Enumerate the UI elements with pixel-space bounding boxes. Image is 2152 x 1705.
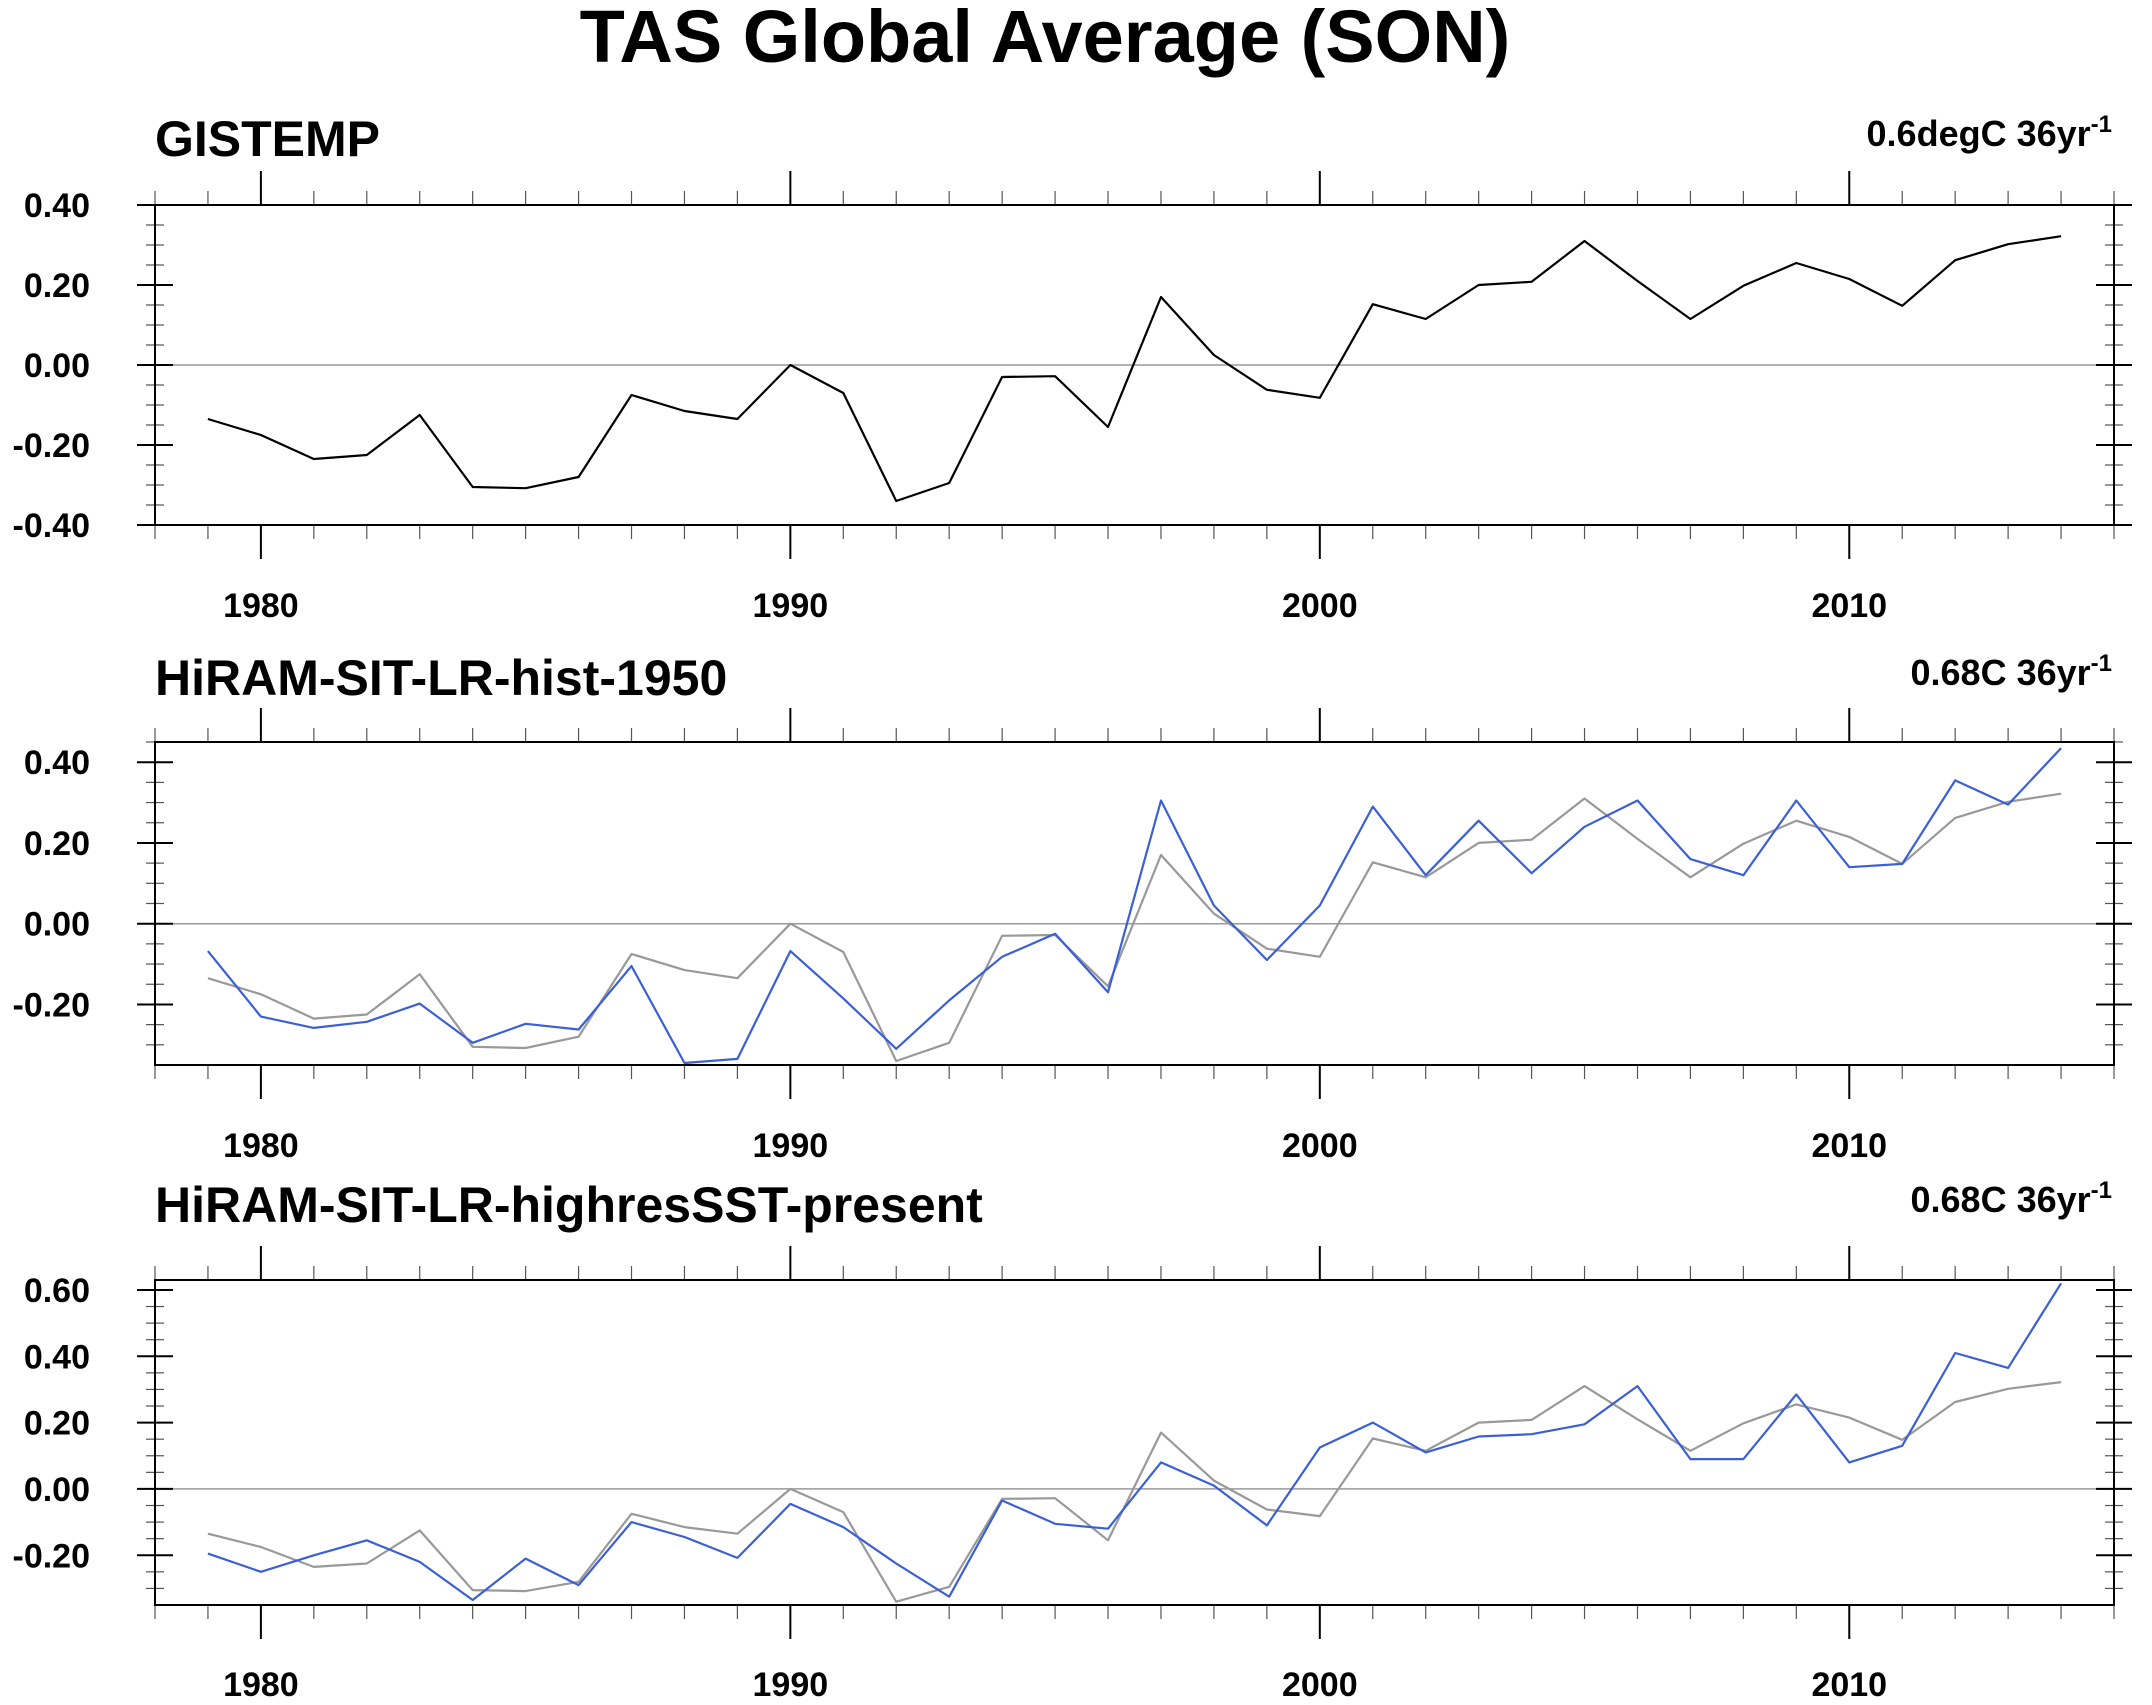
x-tick-label: 2000 (1282, 1127, 1358, 1165)
plot-frame (154, 204, 2115, 526)
series-line (207, 235, 2062, 503)
series-line (207, 792, 2062, 1063)
panel-title: HiRAM-SIT-LR-highresSST-present (155, 1177, 983, 1233)
x-tick-label: 2000 (1282, 587, 1358, 625)
panel-title: HiRAM-SIT-LR-hist-1950 (155, 650, 727, 706)
x-tick-label: 2010 (1811, 587, 1887, 625)
x-tick-label: 2010 (1811, 1666, 1887, 1704)
x-tick-label: 1990 (753, 1127, 829, 1165)
trend-superscript: -1 (2091, 111, 2112, 138)
trend-annotation: 0.68C 36yr-1 (1911, 1177, 2112, 1220)
y-tick-label: -0.20 (13, 427, 91, 465)
panel-gistemp: GISTEMP 0.6degC 36yr-1 -0.40 -0.20 0.00 0.20 0… (13, 111, 2132, 625)
panel-title: GISTEMP (155, 111, 380, 167)
x-tick-label: 1990 (753, 1666, 829, 1704)
x-tick-label: 1980 (223, 1127, 299, 1165)
x-tick-label: 1980 (223, 587, 299, 625)
series-line (207, 747, 2062, 1065)
y-tick-label: 0.00 (24, 906, 90, 944)
y-tick-label: 0.20 (24, 267, 90, 305)
x-tick-label: 1990 (753, 587, 829, 625)
trend-annotation: 0.68C 36yr-1 (1911, 650, 2112, 693)
y-tick-label: 0.20 (24, 825, 90, 863)
plot-frame (154, 1279, 2115, 1606)
series-line (207, 1282, 2063, 1602)
y-tick-label: 0.20 (24, 1405, 90, 1443)
x-tick-label: 2010 (1811, 1127, 1887, 1165)
trend-superscript: -1 (2091, 1177, 2112, 1204)
y-tick-label: 0.00 (24, 1471, 90, 1509)
series-line (207, 1381, 2062, 1603)
x-tick-label: 2000 (1282, 1666, 1358, 1704)
y-tick-label: -0.20 (13, 986, 91, 1024)
plot-frame (154, 741, 2115, 1066)
y-tick-label: -0.40 (13, 507, 91, 545)
figure-title: TAS Global Average (SON) (580, 0, 1511, 78)
trend-superscript: -1 (2091, 650, 2112, 677)
y-tick-label: 0.00 (24, 347, 90, 385)
y-tick-label: 0.40 (24, 744, 90, 782)
y-tick-label: 0.40 (24, 187, 90, 225)
y-tick-label: 0.60 (24, 1272, 90, 1310)
y-tick-label: -0.20 (13, 1537, 91, 1575)
trend-annotation: 0.6degC 36yr-1 (1867, 111, 2112, 154)
y-tick-label: 0.40 (24, 1338, 90, 1376)
x-tick-label: 1980 (223, 1666, 299, 1704)
panel-hist-1950: HiRAM-SIT-LR-hist-1950 0.68C 36yr-1 -0.20 0… (13, 650, 2132, 1165)
panel-highressst-present: HiRAM-SIT-LR-highresSST-present 0.68C 36y… (13, 1177, 2132, 1704)
